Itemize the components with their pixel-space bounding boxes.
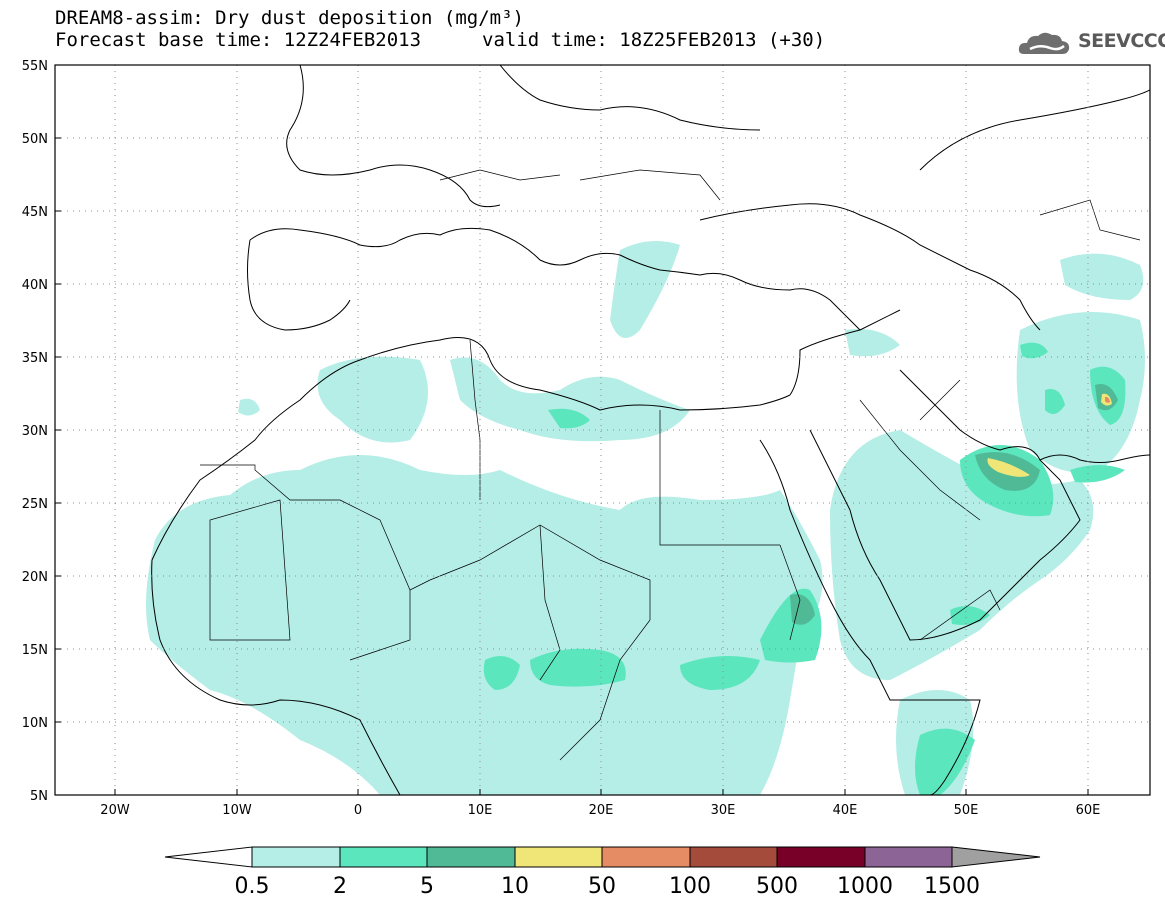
- forecast-base-time: Forecast base time: 12Z24FEB2013: [55, 29, 422, 51]
- lat-label: 5N: [30, 789, 48, 804]
- colorbar-label: 100: [669, 874, 711, 899]
- colorbar-swatch-below: [164, 846, 253, 868]
- graticule: [55, 65, 1150, 795]
- lat-label: 40N: [22, 278, 48, 293]
- lon-label: 50E: [954, 803, 979, 818]
- axis-ticks: [55, 64, 1089, 796]
- lat-label: 10N: [22, 716, 48, 731]
- colorbar-swatch: [776, 846, 866, 868]
- lat-label: 20N: [22, 570, 48, 585]
- logo-text: SEEVCCC: [1078, 30, 1165, 52]
- longitude-labels: 20W 10W 0 10E 20E 30E 40E 50E 60E: [100, 803, 1100, 818]
- lat-label: 25N: [22, 497, 48, 512]
- lon-label: 20E: [589, 803, 614, 818]
- colorbar-swatch: [339, 846, 428, 868]
- lon-label: 40E: [833, 803, 858, 818]
- cloud-icon: [1018, 32, 1070, 54]
- deposition-level-0-5: [146, 241, 1145, 795]
- colorbar-label: 5: [420, 874, 434, 899]
- colorbar-swatch: [514, 846, 603, 868]
- colorbar-swatch-above: [951, 846, 1041, 868]
- map-title: DREAM8-assim: Dry dust deposition (mg/m³…: [55, 7, 524, 29]
- colorbar-label: 50: [588, 874, 616, 899]
- colorbar-swatch: [251, 846, 341, 868]
- valid-time: valid time: 18Z25FEB2013 (+30): [482, 29, 826, 51]
- latitude-labels: 55N 50N 45N 40N 35N 30N 25N 20N 15N 10N …: [22, 59, 48, 804]
- deposition-level-50: [1105, 396, 1110, 403]
- colorbar-label: 2: [333, 874, 347, 899]
- colorbar-label: 1500: [924, 874, 980, 899]
- country-borders: [200, 169, 1141, 761]
- lat-label: 55N: [22, 59, 48, 74]
- colorbar-swatch: [864, 846, 953, 868]
- colorbar-label: 1000: [837, 874, 893, 899]
- lon-label: 60E: [1076, 803, 1101, 818]
- lon-label: 0: [354, 803, 362, 818]
- lon-label: 10W: [222, 803, 252, 818]
- lat-label: 35N: [22, 351, 48, 366]
- colorbar: 0.5 2 5 10 50 100 500 1000 1500: [164, 846, 1041, 899]
- dust-fields: [146, 241, 1145, 795]
- colorbar-swatch: [689, 846, 778, 868]
- colorbar-label: 10: [501, 874, 529, 899]
- lat-label: 45N: [22, 205, 48, 220]
- colorbar-label: 0.5: [235, 874, 270, 899]
- colorbar-swatch: [426, 846, 516, 868]
- coastlines: [151, 65, 1150, 795]
- lon-label: 30E: [711, 803, 736, 818]
- lat-label: 30N: [22, 424, 48, 439]
- lon-label: 10E: [468, 803, 493, 818]
- colorbar-label: 500: [756, 874, 798, 899]
- colorbar-swatch: [601, 846, 691, 868]
- lat-label: 15N: [22, 643, 48, 658]
- lat-label: 50N: [22, 132, 48, 147]
- lon-label: 20W: [100, 803, 130, 818]
